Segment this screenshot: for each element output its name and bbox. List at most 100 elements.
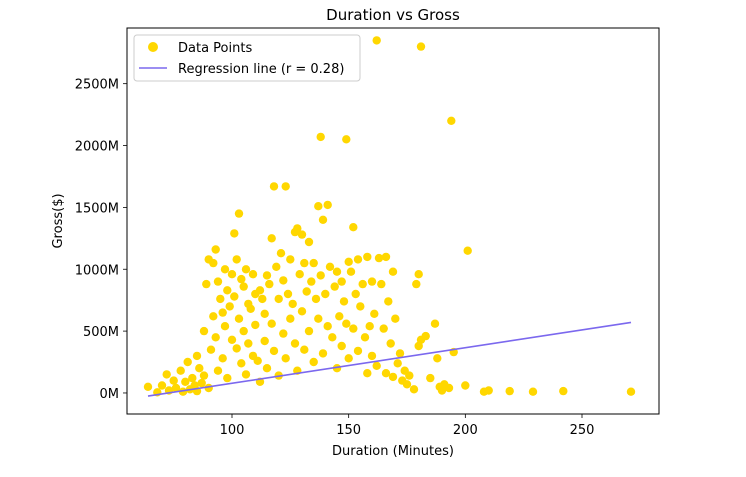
data-point	[281, 182, 290, 191]
data-point	[444, 383, 454, 393]
data-point	[220, 322, 230, 331]
data-point	[234, 314, 244, 323]
data-point	[430, 319, 440, 328]
data-point	[318, 349, 328, 358]
data-point	[272, 262, 281, 271]
data-point	[363, 252, 372, 262]
data-point	[405, 371, 414, 380]
legend-box	[133, 34, 361, 82]
data-point	[314, 202, 323, 211]
data-point	[433, 354, 442, 363]
data-point	[311, 294, 321, 304]
data-point	[260, 309, 269, 318]
data-point	[213, 277, 223, 286]
data-point	[344, 257, 353, 266]
data-point	[318, 215, 328, 224]
data-point	[188, 373, 197, 383]
data-point	[386, 339, 395, 348]
data-point	[234, 209, 244, 218]
data-point	[328, 333, 337, 342]
y-axis-ticks: 0M 500M 1000M 1500M 2000M 2500M	[75, 78, 127, 402]
data-point	[251, 320, 260, 330]
data-point	[388, 267, 398, 276]
data-point	[269, 182, 279, 191]
data-point	[412, 279, 421, 289]
data-point	[279, 329, 288, 338]
data-point	[181, 377, 190, 386]
data-point	[227, 335, 237, 344]
data-point	[528, 387, 538, 396]
data-point	[262, 271, 272, 280]
regression-line	[147, 321, 632, 397]
data-point	[367, 351, 377, 361]
data-point	[232, 255, 241, 264]
data-point	[325, 262, 335, 271]
data-point	[239, 282, 248, 291]
data-point	[349, 223, 358, 232]
data-point	[314, 314, 323, 323]
data-point	[220, 265, 230, 274]
data-point	[316, 271, 325, 280]
chart-title: Duration vs Gross	[326, 6, 460, 24]
legend: Data Points Regression line (r = 0.28)	[133, 34, 361, 82]
data-point	[381, 252, 391, 262]
data-point	[288, 299, 297, 309]
data-point	[353, 346, 363, 356]
data-point	[279, 276, 288, 285]
data-point	[351, 289, 360, 299]
data-point	[267, 234, 276, 243]
data-point	[260, 336, 269, 346]
data-point	[372, 36, 381, 45]
data-point	[295, 270, 304, 279]
data-point	[356, 302, 365, 311]
data-point	[344, 354, 353, 363]
data-point	[230, 292, 239, 301]
y-tick-label: 0M	[100, 387, 120, 402]
data-point	[370, 309, 379, 318]
data-point	[358, 279, 367, 289]
data-point	[239, 326, 248, 336]
y-tick-label: 500M	[83, 325, 119, 340]
x-tick-label: 150	[336, 423, 361, 438]
data-point	[290, 339, 300, 348]
data-point	[395, 349, 405, 358]
data-point	[195, 364, 204, 373]
x-axis-label: Duration (Minutes)	[332, 444, 454, 459]
data-point	[626, 387, 636, 396]
data-point	[402, 380, 412, 389]
data-point	[293, 224, 302, 233]
data-point	[461, 381, 470, 390]
data-point	[342, 135, 351, 144]
data-point	[330, 282, 339, 291]
data-point	[227, 270, 237, 279]
points-layer	[143, 36, 636, 397]
data-point	[171, 383, 181, 393]
data-point	[253, 356, 262, 365]
data-point	[391, 314, 400, 323]
data-point	[248, 270, 258, 279]
y-tick-label: 1500M	[75, 201, 119, 216]
data-point	[199, 371, 209, 380]
data-point	[409, 385, 419, 394]
data-point	[157, 381, 167, 390]
y-tick-label: 2500M	[75, 78, 119, 93]
y-tick-label: 1000M	[75, 263, 119, 278]
data-point	[232, 344, 241, 353]
data-point	[176, 366, 185, 375]
x-tick-label: 250	[570, 423, 595, 438]
data-point	[360, 333, 370, 342]
data-point	[304, 237, 314, 247]
data-point	[339, 297, 349, 306]
x-tick-label: 100	[220, 423, 245, 438]
data-point	[300, 258, 309, 268]
data-point	[447, 116, 456, 126]
data-point	[332, 364, 342, 373]
data-point	[206, 345, 216, 354]
data-point	[379, 324, 388, 333]
data-point	[258, 294, 267, 304]
data-point	[199, 326, 209, 336]
data-point	[316, 132, 325, 142]
data-point	[414, 270, 423, 279]
